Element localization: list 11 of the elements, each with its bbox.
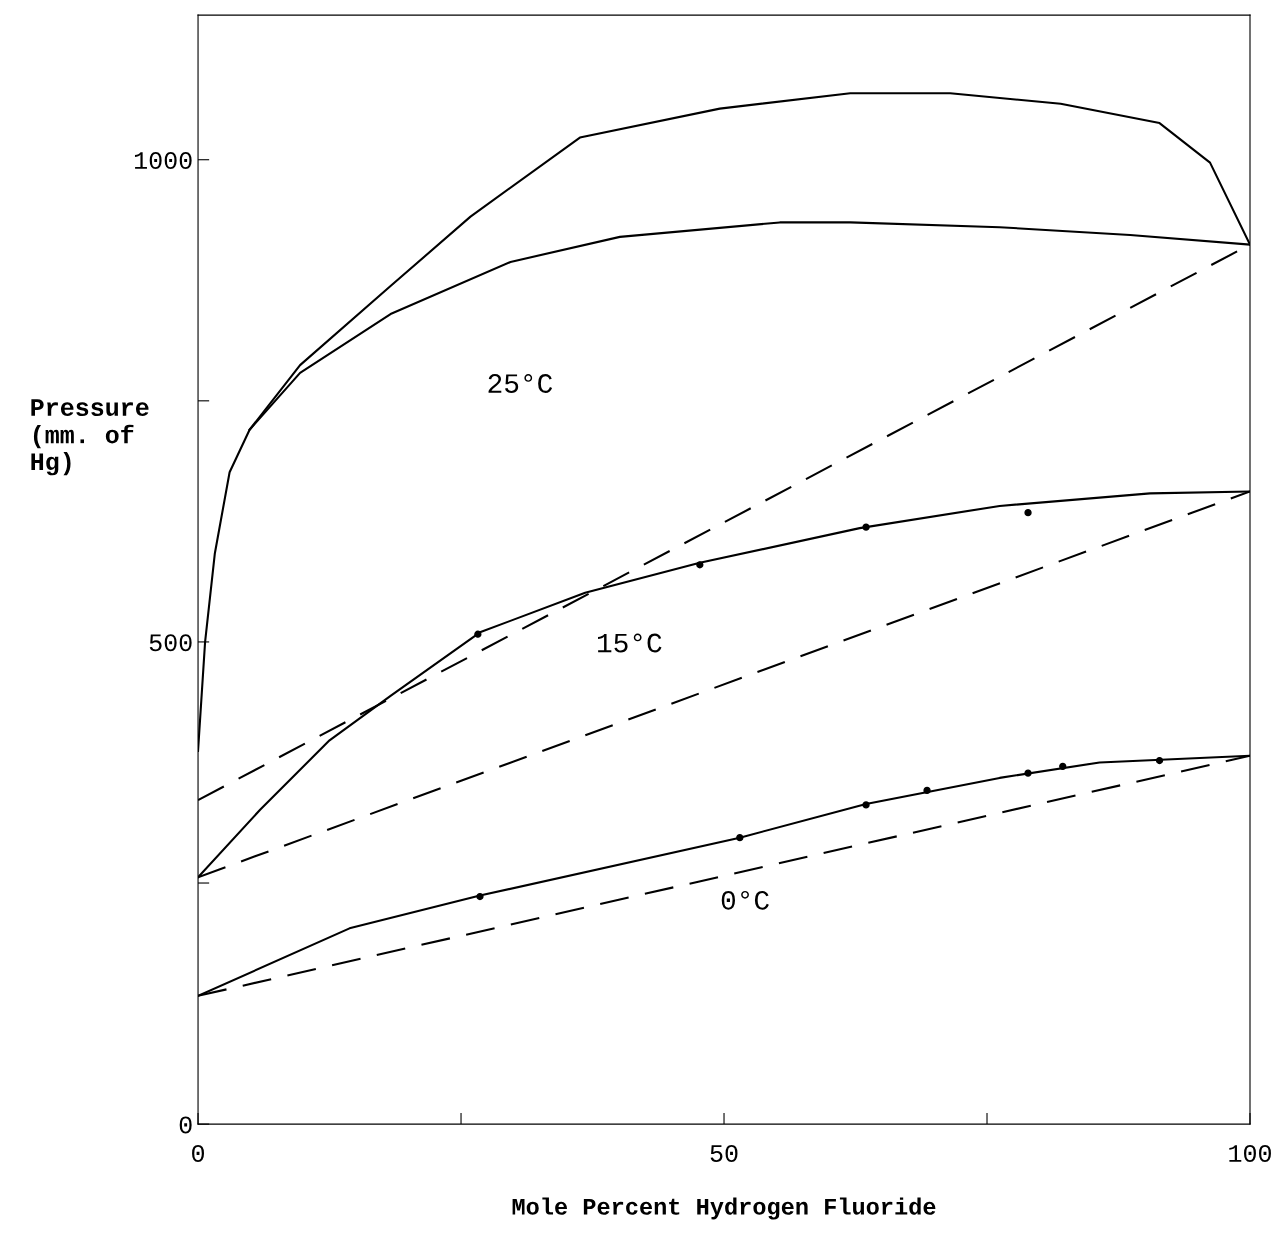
annotation: 25°C	[488, 374, 553, 393]
y-tick-label: 500	[149, 634, 192, 652]
x-tick-label: 100	[1229, 1144, 1271, 1162]
annotation: 15°C	[598, 633, 662, 653]
x-tick-label: 0	[192, 1144, 205, 1162]
x-axis-title: Mole Percent Hydrogen Fluoride	[512, 1197, 936, 1220]
x-tick-label: 50	[710, 1144, 738, 1162]
y-tick-label: 0	[179, 1116, 192, 1134]
y-tick-label: 1000	[134, 152, 192, 170]
y-axis-title: Pressure (mm. of Hg)	[31, 399, 149, 476]
annotation: 0°C	[721, 890, 769, 910]
